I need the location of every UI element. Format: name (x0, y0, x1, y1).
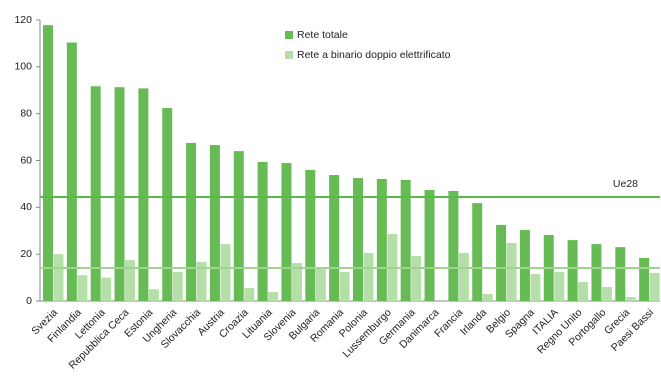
bar (530, 274, 541, 301)
bar (400, 179, 411, 301)
bar (138, 88, 149, 301)
bar (496, 224, 507, 301)
bar (353, 178, 363, 301)
bar (411, 256, 422, 301)
y-tick-label: 100 (14, 61, 32, 73)
bar (114, 87, 125, 301)
bar (363, 252, 374, 301)
bar (305, 169, 316, 301)
y-tick-label: 40 (20, 201, 32, 213)
x-tick-label: Irlanda (458, 306, 489, 337)
bar (77, 275, 88, 301)
bar (291, 263, 302, 301)
bar (615, 247, 626, 301)
bar (281, 163, 292, 301)
bar (90, 86, 101, 301)
bar (101, 277, 112, 301)
bar (53, 254, 64, 301)
bar (625, 297, 636, 301)
bar (257, 161, 268, 301)
bar (482, 293, 493, 301)
bar (591, 244, 602, 301)
bar (424, 190, 435, 301)
y-tick-label: 120 (14, 14, 32, 26)
bar (209, 145, 220, 301)
bar (329, 175, 340, 301)
bar (601, 286, 612, 301)
bar (567, 240, 578, 301)
bar (172, 271, 183, 301)
y-tick-label: 80 (20, 107, 32, 119)
y-tick-label: 60 (20, 154, 32, 166)
bar (554, 271, 565, 301)
bar (162, 108, 173, 302)
bar (268, 292, 279, 301)
bar (376, 178, 387, 301)
bar (578, 282, 589, 301)
legend-label: Rete totale (297, 29, 348, 41)
bar (315, 268, 326, 301)
bar (649, 272, 660, 301)
legend-label: Rete a binario doppio elettrificato (297, 49, 451, 61)
bar (196, 261, 207, 301)
y-tick-label: 20 (20, 248, 32, 260)
bar (220, 244, 231, 301)
bar (639, 257, 650, 301)
bar (66, 42, 77, 301)
bar (448, 190, 459, 301)
bar (506, 242, 517, 301)
bar (186, 142, 197, 301)
bar (148, 289, 159, 301)
bar (125, 260, 136, 301)
bar (244, 288, 255, 301)
bar (472, 203, 483, 301)
bar (458, 252, 469, 301)
bar (43, 25, 53, 301)
reference-label: Ue28 (613, 178, 638, 190)
legend-swatch (285, 31, 293, 39)
bar (233, 151, 244, 301)
bar (519, 230, 530, 301)
bar (339, 271, 350, 301)
y-tick-label: 0 (26, 295, 32, 307)
legend-swatch (285, 51, 293, 59)
